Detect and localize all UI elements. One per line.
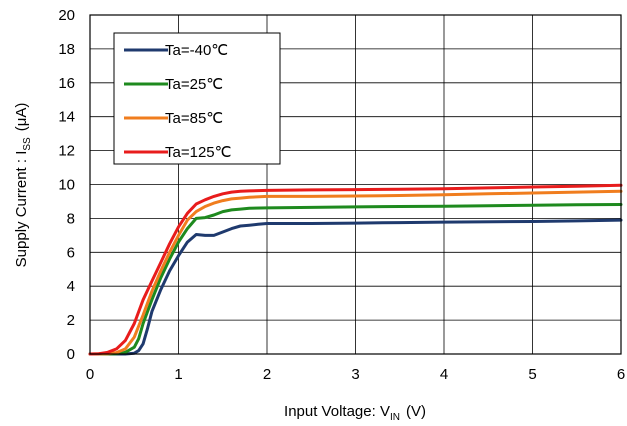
x-axis-title-main: Input Voltage: V: [284, 403, 390, 420]
y-tick-label: 16: [58, 75, 75, 92]
y-tick-label: 4: [67, 278, 75, 295]
x-axis-title-subscript: IN: [390, 412, 400, 423]
x-axis-title-unit: (V): [406, 403, 426, 420]
y-tick-label: 0: [67, 346, 75, 363]
legend-box: [113, 32, 281, 165]
series-line-0: [88, 218, 623, 356]
y-axis-title-unit: (μA): [13, 103, 30, 132]
legend-label: Ta=-40℃: [165, 42, 228, 59]
y-axis-title: Supply Current : ISS (μA): [13, 103, 33, 268]
y-tick-label: 14: [58, 109, 75, 126]
series-lines: [88, 183, 623, 356]
legend: Ta=-40℃ Ta=25℃ Ta=85℃ Ta=125℃: [113, 32, 281, 165]
x-tick-labels: 0 1 2 3 4 5 6: [86, 366, 625, 383]
y-tick-label: 10: [58, 177, 75, 194]
series-line-3: [88, 183, 623, 356]
series-line-1: [88, 203, 623, 356]
y-tick-label: 8: [67, 210, 75, 227]
series-line-2: [88, 189, 623, 356]
x-tick-label: 5: [528, 366, 536, 383]
y-tick-labels: 0 2 4 6 8 10 12 14 16 18 20: [58, 7, 75, 363]
legend-label: Ta=85℃: [165, 110, 223, 127]
y-tick-label: 20: [58, 7, 75, 24]
y-tick-label: 6: [67, 244, 75, 261]
x-tick-label: 2: [263, 366, 271, 383]
x-tick-label: 4: [440, 366, 448, 383]
x-tick-label: 1: [174, 366, 182, 383]
x-axis-title: Input Voltage: VIN (V): [284, 403, 426, 423]
x-tick-label: 3: [351, 366, 359, 383]
y-tick-label: 18: [58, 41, 75, 58]
y-axis-title-main: Supply Current : I: [13, 151, 30, 268]
y-axis-title-subscript: SS: [22, 137, 33, 151]
legend-label: Ta=25℃: [165, 76, 223, 93]
x-tick-label: 0: [86, 366, 94, 383]
y-tick-label: 2: [67, 312, 75, 329]
x-tick-label: 6: [617, 366, 625, 383]
y-tick-label: 12: [58, 143, 75, 160]
legend-label: Ta=125℃: [165, 144, 231, 161]
plot-border: [89, 14, 622, 355]
